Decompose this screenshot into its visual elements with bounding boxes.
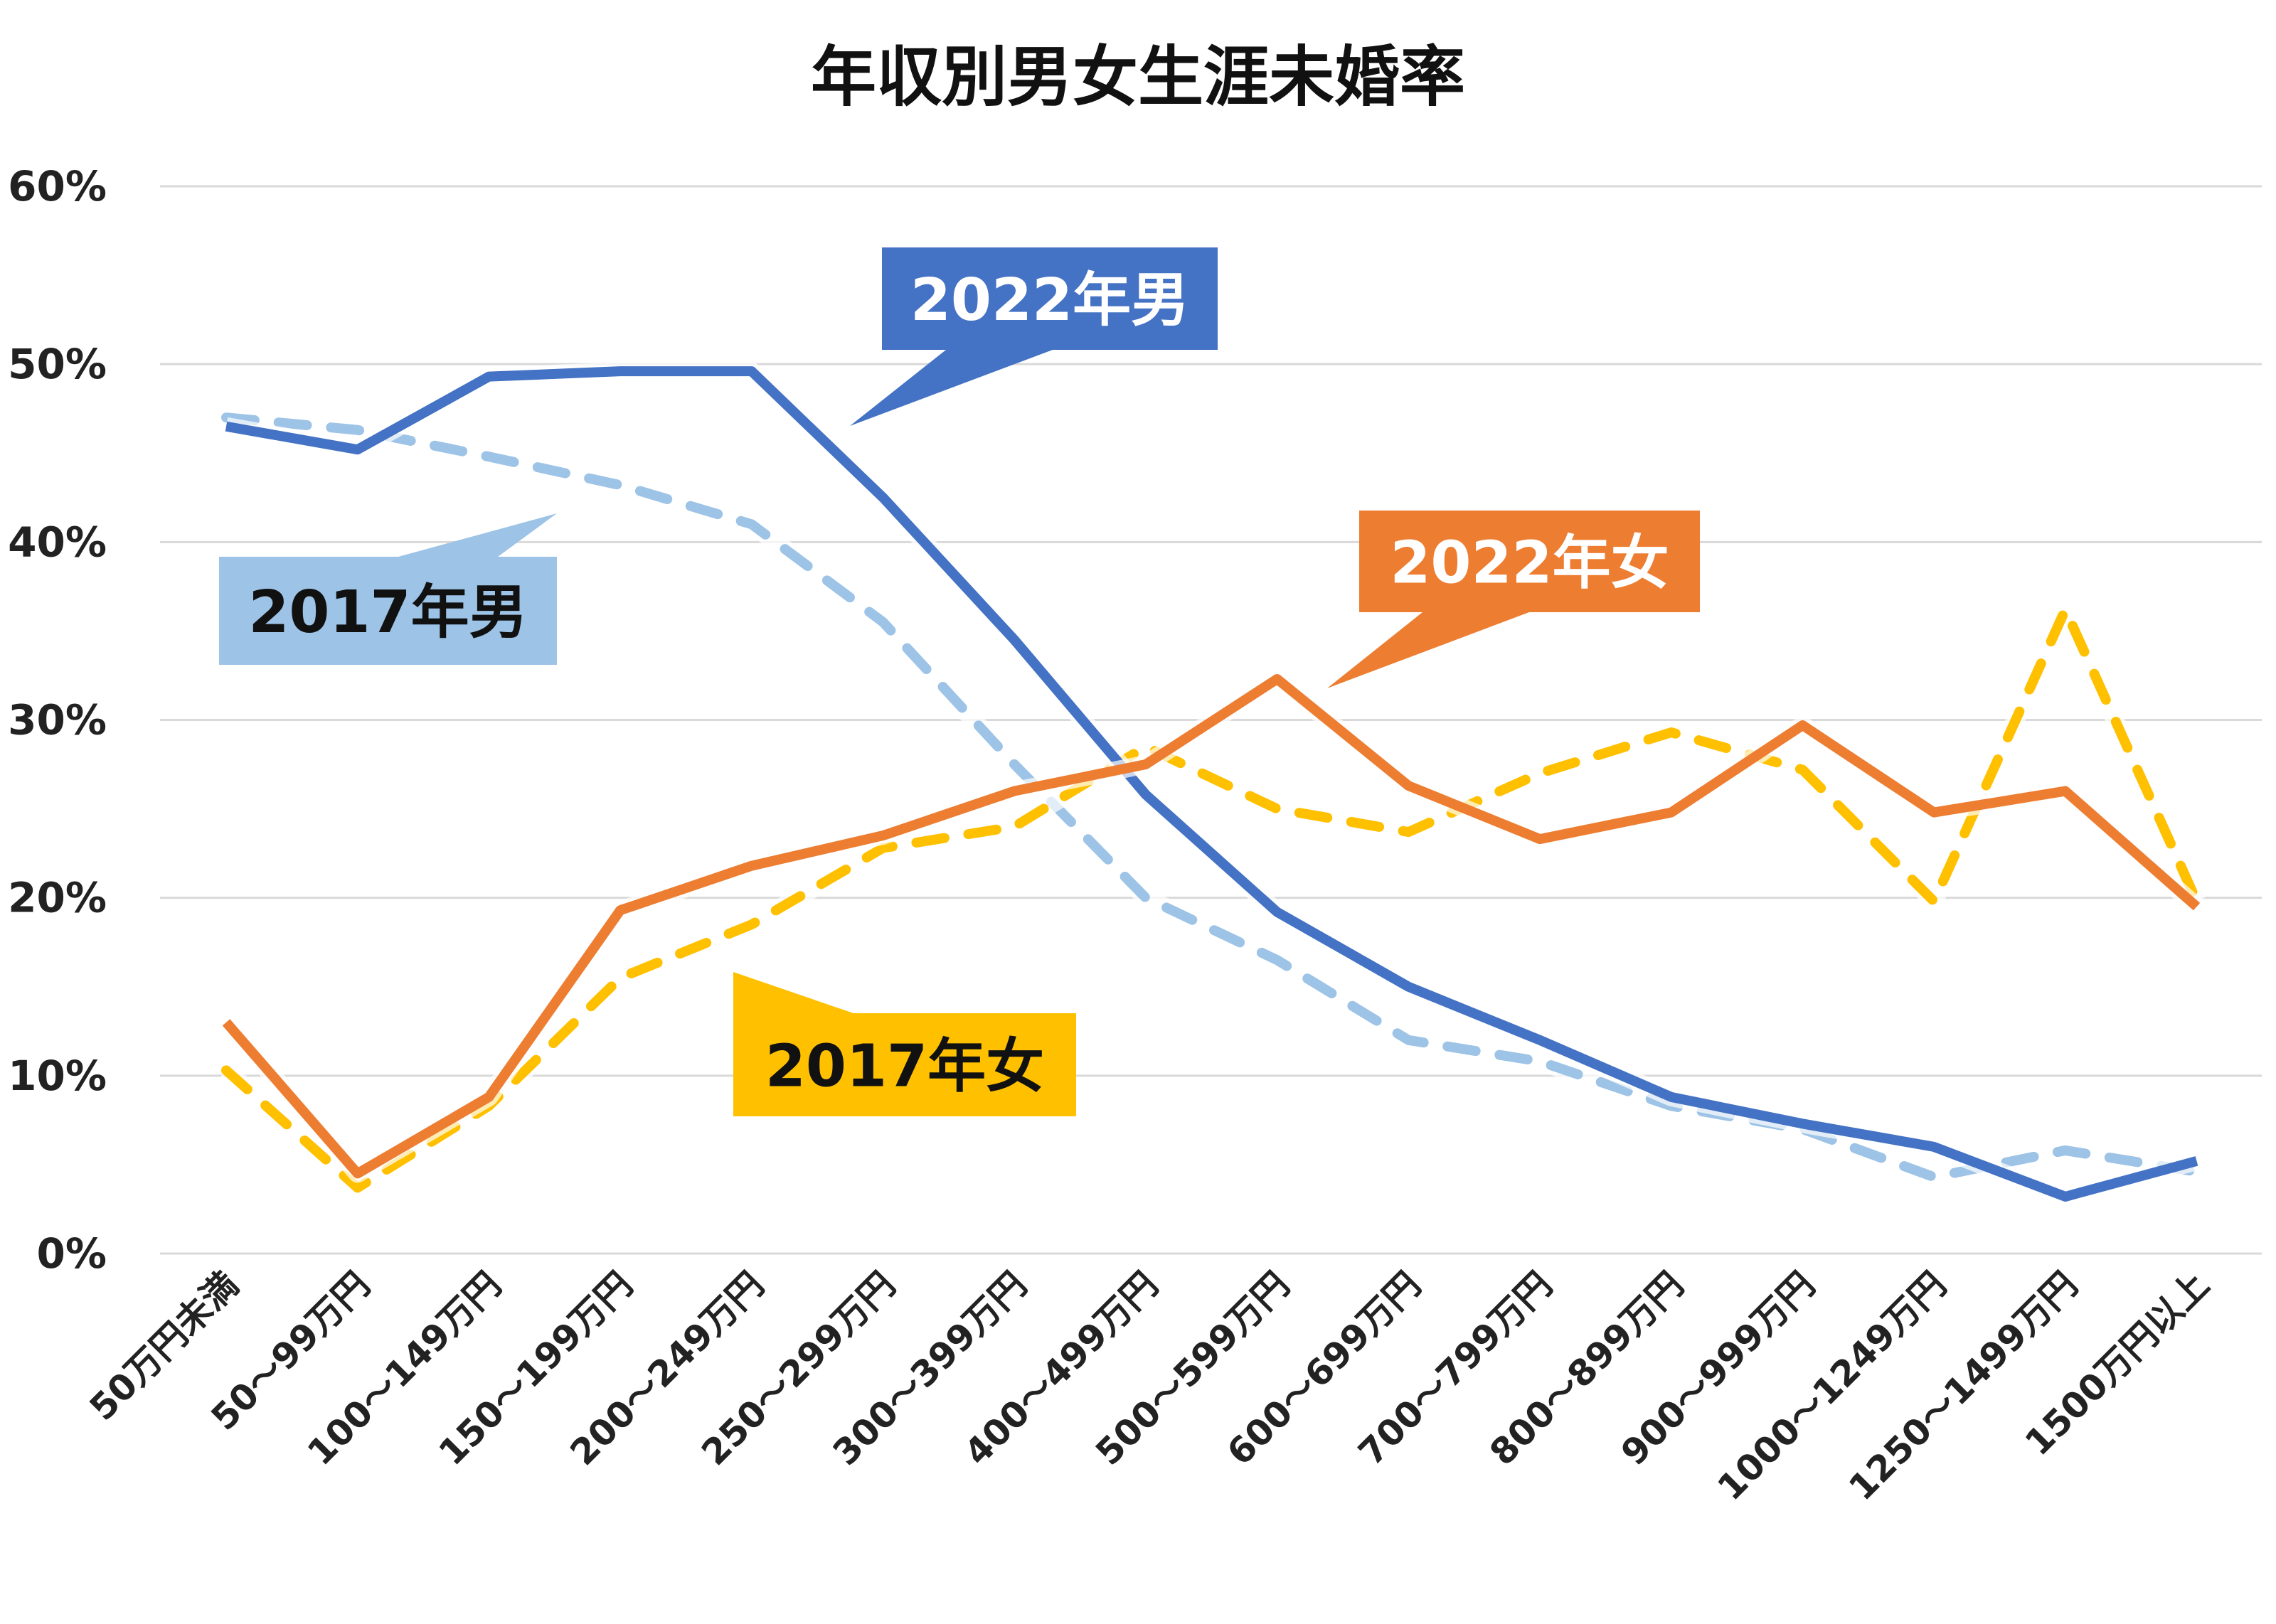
callout-pointer bbox=[850, 350, 1053, 426]
callout-box bbox=[882, 247, 1218, 350]
callout-box bbox=[733, 1013, 1076, 1116]
series-label: 2017年女 bbox=[765, 1033, 1044, 1101]
callout-2022年男: 2022年男 bbox=[850, 247, 1218, 426]
series-line-2022年男 bbox=[225, 366, 2198, 1202]
callout-pointer bbox=[398, 513, 557, 557]
series-line-2022年女 bbox=[222, 673, 2201, 1179]
callout-pointer bbox=[733, 972, 854, 1013]
y-tick-label: 0% bbox=[37, 1229, 107, 1278]
y-tick-label: 30% bbox=[8, 696, 107, 744]
x-tick-label: 1000～1249万円 bbox=[1710, 1264, 1955, 1508]
y-axis-ticks: 0% 10% 20% 30% 40% 50% 60% bbox=[8, 162, 107, 1278]
callout-2017年女: 2017年女 bbox=[733, 972, 1076, 1116]
chart-title: 年収別男女生涯未婚率 bbox=[811, 39, 1465, 115]
series-label: 2022年男 bbox=[910, 267, 1189, 334]
callout-box bbox=[219, 557, 557, 665]
y-tick-label: 50% bbox=[8, 340, 107, 388]
y-tick-label: 10% bbox=[8, 1052, 107, 1100]
series-label: 2022年女 bbox=[1390, 530, 1669, 597]
series-line-2017年女 bbox=[221, 604, 2202, 1193]
series-line-2017年男 bbox=[221, 412, 2202, 1182]
y-tick-label: 60% bbox=[8, 162, 107, 210]
x-tick-label: 1250～1499万円 bbox=[1841, 1264, 2085, 1508]
callout-box bbox=[1359, 511, 1700, 612]
series-callouts: 2022年男 2017年男 2022年女 2017年女 bbox=[219, 247, 1700, 1116]
y-tick-label: 40% bbox=[8, 518, 107, 566]
series-lines bbox=[219, 362, 2206, 1206]
y-tick-label: 20% bbox=[8, 874, 107, 922]
callout-2022年女: 2022年女 bbox=[1327, 511, 1700, 688]
callout-2017年男: 2017年男 bbox=[219, 513, 557, 665]
callout-pointer bbox=[1327, 612, 1529, 688]
x-axis-ticks: 50万円未満50～99万円100～149万円150～199万円200～249万円… bbox=[82, 1264, 2217, 1508]
series-label: 2017年男 bbox=[248, 579, 527, 646]
